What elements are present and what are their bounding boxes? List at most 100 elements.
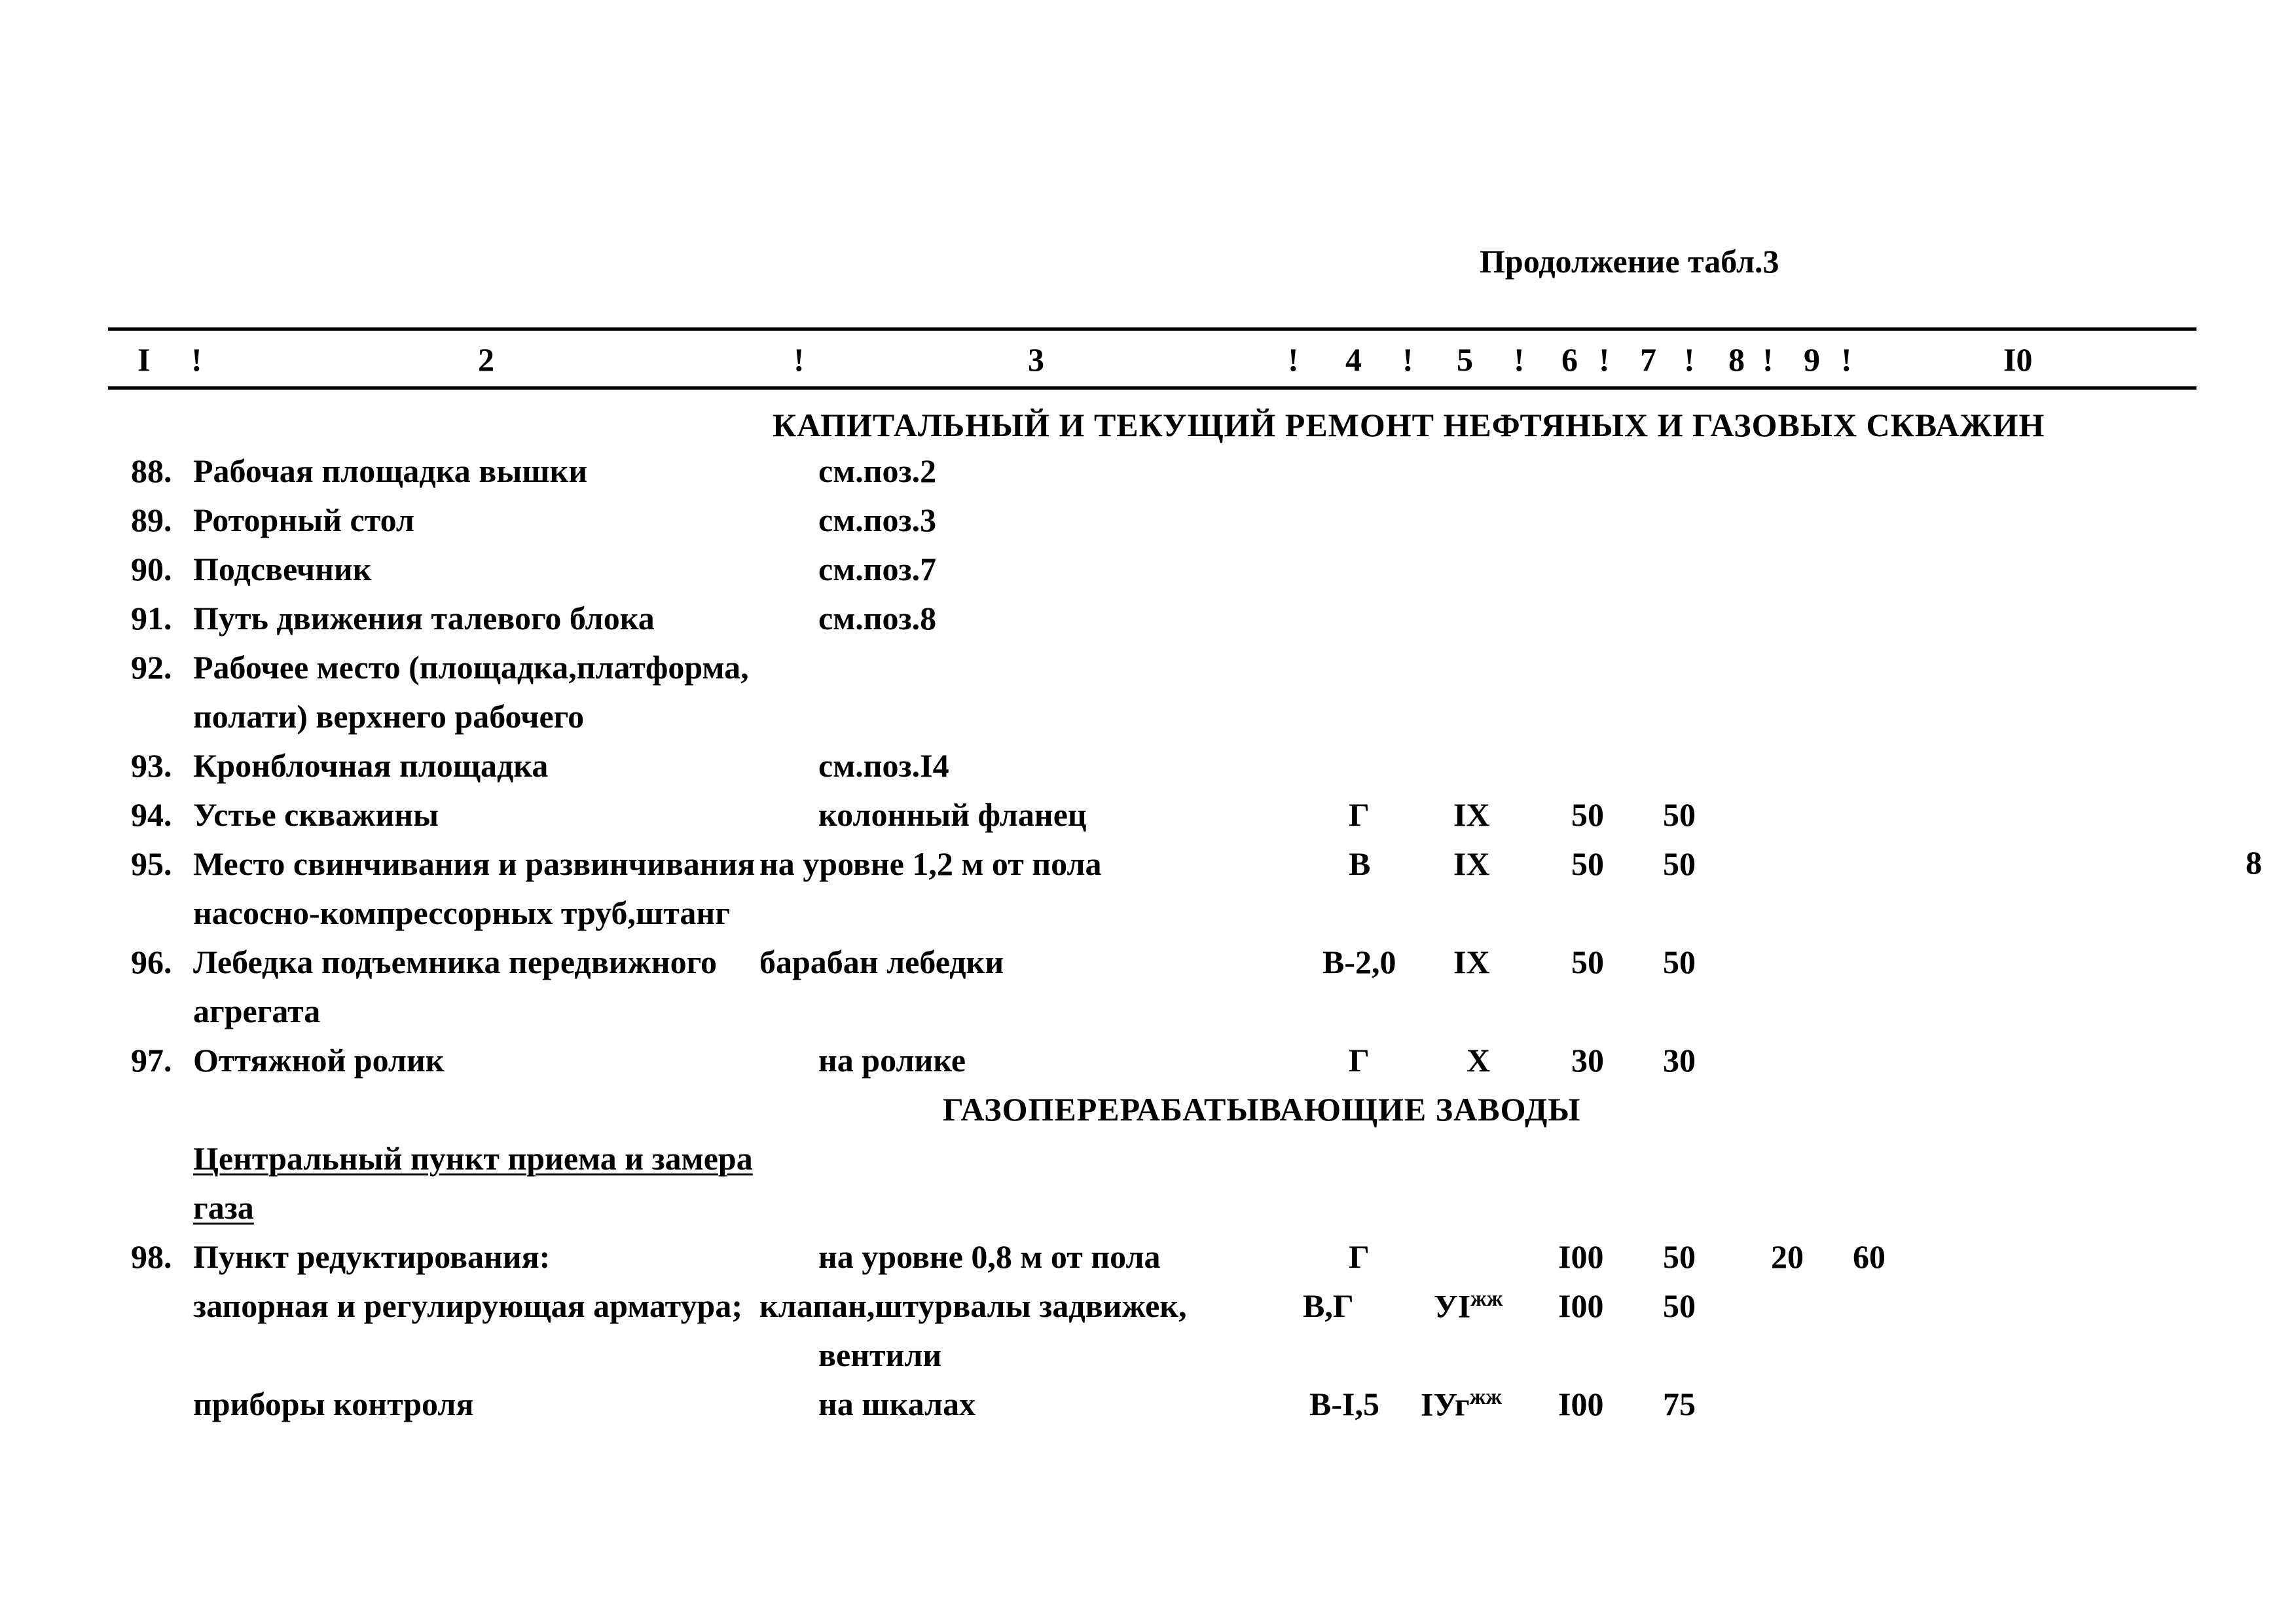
page: Продолжение табл.3 I ! 2 ! 3 ! 4 ! 5 ! 6… [0, 0, 2296, 1624]
row-94-c4: Г [1349, 796, 1370, 834]
row-95-c6: 50 [1571, 845, 1604, 883]
row-89-name: Роторный стол [193, 501, 414, 539]
row-96-c6: 50 [1571, 943, 1604, 981]
hdr-div-4: ! [1402, 341, 1413, 378]
row-98b-c6: I00 [1558, 1287, 1603, 1325]
row-95-name2: насосно-компрессорных труб,штанг [193, 894, 730, 932]
col-3: 3 [1028, 341, 1044, 378]
row-96-c3: барабан лебедки [759, 943, 1004, 981]
row-97-c7: 30 [1663, 1041, 1696, 1079]
row-98c-c4: В-I,5 [1309, 1385, 1379, 1423]
row-95-c3: на уровне 1,2 м от пола [759, 845, 1102, 883]
row-96-num: 96. [131, 943, 172, 981]
row-98-name: Пункт редуктирования: [193, 1238, 550, 1276]
row-88-c3: см.поз.2 [818, 452, 936, 490]
hdr-div-9: ! [1841, 341, 1852, 378]
row-98-num: 98. [131, 1238, 172, 1276]
col-10: I0 [2003, 341, 2032, 378]
row-97-c5: Х [1467, 1041, 1490, 1079]
col-1: I [137, 341, 150, 378]
row-94-c5: IХ [1453, 796, 1490, 834]
section-title-2: ГАЗОПЕРЕРАБАТЫВАЮЩИЕ ЗАВОДЫ [943, 1090, 1580, 1128]
row-94-num: 94. [131, 796, 172, 834]
row-96-c5: IХ [1453, 943, 1490, 981]
row-89-num: 89. [131, 501, 172, 539]
col-4: 4 [1345, 341, 1362, 378]
row-97-c6: 30 [1571, 1041, 1604, 1079]
row-94-c7: 50 [1663, 796, 1696, 834]
hdr-div-6: ! [1599, 341, 1610, 378]
subsection-1: Центральный пункт приема и замера [193, 1139, 753, 1177]
hdr-div-2: ! [793, 341, 805, 378]
row-98b-c5-val: УI [1434, 1288, 1470, 1325]
row-98c-c5-sup: жж [1470, 1385, 1502, 1409]
section-title-1: КАПИТАЛЬНЫЙ И ТЕКУЩИЙ РЕМОНТ НЕФТЯНЫХ И … [773, 406, 2045, 444]
row-98b-c3b: вентили [818, 1336, 941, 1374]
rule-top-2 [108, 386, 2196, 390]
row-91-num: 91. [131, 599, 172, 637]
row-94-c6: 50 [1571, 796, 1604, 834]
row-98-c3: на уровне 0,8 м от пола [818, 1238, 1161, 1276]
row-95-name: Место свинчивания и развинчивания [193, 845, 755, 883]
row-95-num: 95. [131, 845, 172, 883]
row-98-c4: Г [1349, 1238, 1370, 1276]
row-98b-c5-sup: жж [1470, 1287, 1503, 1311]
row-97-num: 97. [131, 1041, 172, 1079]
hdr-div-8: ! [1762, 341, 1774, 378]
page-number: 8 [2246, 843, 2262, 881]
row-98c-c7: 75 [1663, 1385, 1696, 1423]
row-96-name2: агрегата [193, 992, 320, 1030]
col-9: 9 [1804, 341, 1820, 378]
hdr-div-5: ! [1514, 341, 1525, 378]
col-6: 6 [1561, 341, 1578, 378]
row-97-c4: Г [1349, 1041, 1370, 1079]
row-95-c5: IХ [1453, 845, 1490, 883]
row-98c-c6: I00 [1558, 1385, 1603, 1423]
col-5: 5 [1457, 341, 1473, 378]
row-98c-c3: на шкалах [818, 1385, 975, 1423]
row-93-name: Кронблочная площадка [193, 747, 548, 784]
row-95-c4: В [1349, 845, 1370, 883]
row-98b-c4: В,Г [1303, 1287, 1354, 1325]
row-89-c3: см.поз.3 [818, 501, 936, 539]
hdr-div-3: ! [1288, 341, 1299, 378]
row-98-c6: I00 [1558, 1238, 1603, 1276]
subsection-1b: газа [193, 1189, 254, 1227]
row-98c-c5-val: IУг [1421, 1386, 1470, 1423]
row-98b-name: запорная и регулирующая арматура; [193, 1287, 742, 1325]
row-98-c9: 60 [1853, 1238, 1886, 1276]
row-93-num: 93. [131, 747, 172, 784]
hdr-div-7: ! [1684, 341, 1695, 378]
row-96-name: Лебедка подъемника передвижного [193, 943, 717, 981]
row-92-num: 92. [131, 648, 172, 686]
row-93-c3: см.поз.I4 [818, 747, 949, 784]
row-94-c3: колонный фланец [818, 796, 1087, 834]
col-2: 2 [478, 341, 494, 378]
row-92-name: Рабочее место (площадка,платформа, [193, 648, 749, 686]
row-97-name: Оттяжной ролик [193, 1041, 445, 1079]
row-91-c3: см.поз.8 [818, 599, 936, 637]
hdr-div-1: ! [191, 341, 202, 378]
continuation-label: Продолжение табл.3 [1480, 242, 1779, 280]
row-98c-c5: IУгжж [1421, 1385, 1502, 1424]
row-98c-name: приборы контроля [193, 1385, 474, 1423]
row-95-c7: 50 [1663, 845, 1696, 883]
row-98-c8: 20 [1771, 1238, 1804, 1276]
row-97-c3: на ролике [818, 1041, 966, 1079]
row-90-num: 90. [131, 550, 172, 588]
row-98b-c7: 50 [1663, 1287, 1696, 1325]
row-88-name: Рабочая площадка вышки [193, 452, 587, 490]
row-96-c7: 50 [1663, 943, 1696, 981]
row-90-name: Подсвечник [193, 550, 372, 588]
row-90-c3: см.поз.7 [818, 550, 936, 588]
col-7: 7 [1640, 341, 1656, 378]
row-98b-c5: УIжж [1434, 1287, 1503, 1325]
row-91-name: Путь движения талевого блока [193, 599, 655, 637]
row-88-num: 88. [131, 452, 172, 490]
rule-top-1 [108, 327, 2196, 331]
row-94-name: Устье скважины [193, 796, 439, 834]
row-96-c4: В-2,0 [1322, 943, 1396, 981]
col-8: 8 [1728, 341, 1745, 378]
row-92-name2: полати) верхнего рабочего [193, 697, 584, 735]
row-98-c7: 50 [1663, 1238, 1696, 1276]
